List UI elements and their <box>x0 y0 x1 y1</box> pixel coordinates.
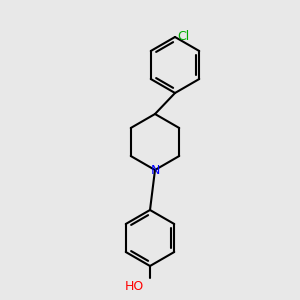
Text: Cl: Cl <box>177 31 189 44</box>
Text: HO: HO <box>125 280 144 293</box>
Text: N: N <box>150 164 160 176</box>
